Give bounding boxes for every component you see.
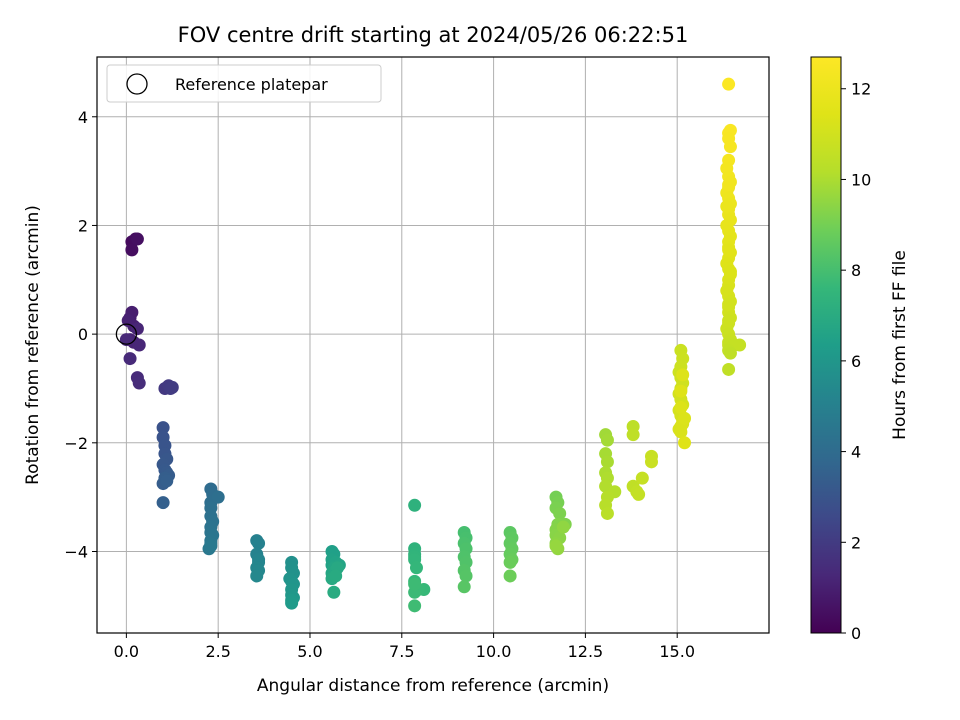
data-point (503, 569, 517, 583)
data-point (674, 400, 688, 414)
data-point (635, 471, 649, 485)
data-point (600, 433, 614, 447)
colorbar-tick-label: 8 (851, 261, 861, 280)
legend-box (106, 64, 382, 103)
data-point (722, 314, 736, 328)
x-tick-label: 10.0 (476, 642, 512, 661)
data-point (720, 199, 734, 213)
data-point (722, 362, 736, 376)
y-tick-label: −4 (64, 542, 88, 561)
data-point (156, 421, 170, 435)
chart-title: FOV centre drift starting at 2024/05/26 … (178, 23, 689, 47)
data-point (644, 455, 658, 469)
colorbar-tick-label: 12 (851, 80, 871, 99)
y-tick-label: −2 (64, 434, 88, 453)
y-tick-label: 0 (78, 325, 88, 344)
data-point (329, 569, 343, 583)
data-point (457, 580, 471, 594)
data-point (204, 539, 218, 553)
data-point (556, 520, 570, 534)
data-point (722, 77, 736, 91)
data-point (600, 506, 614, 520)
data-point (156, 496, 170, 510)
grid-lines (97, 57, 769, 633)
colorbar-tick-label: 2 (851, 533, 861, 552)
legend: Reference platepar (106, 64, 382, 103)
data-point (678, 436, 692, 450)
colorbar-label: Hours from first FF file (890, 250, 910, 440)
x-tick-label: 2.5 (205, 642, 230, 661)
x-tick-label: 15.0 (659, 642, 695, 661)
colorbar-tick-label: 4 (851, 443, 861, 462)
data-point (723, 346, 737, 360)
data-point (722, 297, 736, 311)
data-point (459, 569, 473, 583)
data-point (408, 498, 422, 512)
colorbar-tick-label: 0 (851, 624, 861, 643)
y-tick-label: 2 (78, 216, 88, 235)
data-point (553, 506, 567, 520)
y-axis-label: Rotation from reference (arcmin) (23, 205, 43, 485)
data-point (132, 376, 146, 390)
colorbar-gradient (810, 56, 842, 634)
data-point (125, 243, 139, 257)
reference-point-marker (115, 323, 138, 345)
data-point (211, 490, 225, 504)
data-point (160, 474, 174, 488)
data-point (409, 561, 423, 575)
data-point (252, 536, 266, 550)
data-point (408, 599, 422, 613)
data-point (722, 178, 736, 192)
data-point (678, 411, 692, 425)
data-point (549, 539, 563, 553)
data-point (250, 569, 264, 583)
x-tick-label: 0.0 (114, 642, 139, 661)
data-point (165, 380, 179, 394)
data-point (285, 596, 299, 610)
colorbar: 0 2 4 6 8 10 12 Hours from first FF file (810, 56, 910, 643)
x-tick-label: 7.5 (389, 642, 414, 661)
data-point (676, 368, 690, 382)
y-tick-label: 4 (78, 108, 88, 127)
x-axis-ticks: 0.0 2.5 5.0 7.5 10.0 12.5 15.0 (114, 633, 695, 661)
colorbar-ticks: 0 2 4 6 8 10 12 (841, 80, 871, 643)
data-point (123, 352, 137, 366)
data-point (632, 487, 646, 501)
data-points (115, 77, 747, 613)
colorbar-tick-label: 6 (851, 352, 861, 371)
colorbar-tick-label: 10 (851, 170, 871, 189)
data-point (600, 455, 614, 469)
x-tick-label: 5.0 (297, 642, 322, 661)
data-point (722, 243, 736, 257)
data-point (503, 555, 517, 569)
data-point (408, 577, 422, 591)
legend-label-reference: Reference platepar (175, 75, 328, 94)
data-point (723, 140, 737, 154)
data-point (130, 232, 144, 246)
legend-marker-reference (126, 73, 148, 95)
x-tick-label: 12.5 (568, 642, 604, 661)
plot-frame (96, 56, 770, 634)
data-point (674, 384, 688, 398)
y-axis-ticks: −4 −2 0 2 4 (64, 108, 97, 561)
data-point (130, 322, 144, 336)
data-point (132, 338, 146, 352)
data-point (327, 585, 341, 599)
x-axis-label: Angular distance from reference (arcmin) (257, 676, 609, 696)
data-point (626, 428, 640, 442)
data-point (723, 265, 737, 279)
data-point (119, 333, 133, 347)
